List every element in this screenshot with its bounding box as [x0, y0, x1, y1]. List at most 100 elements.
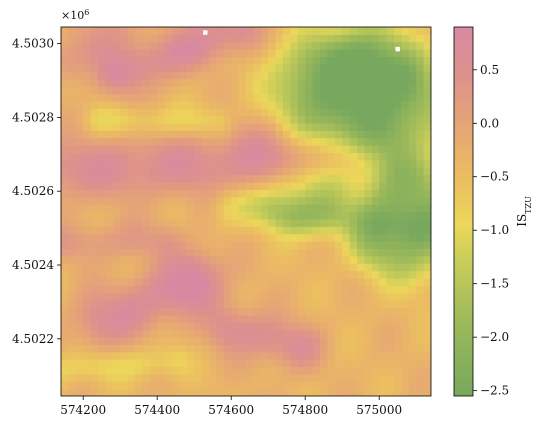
heatmap-cell	[260, 145, 269, 154]
heatmap-cell	[394, 115, 402, 124]
heatmap-cell	[201, 152, 210, 161]
heatmap-cell	[216, 233, 225, 242]
heatmap-cell	[253, 218, 262, 227]
heatmap-cell	[320, 137, 328, 146]
heatmap-cell	[105, 300, 114, 309]
heatmap-cell	[394, 100, 402, 109]
heatmap-cell	[142, 344, 151, 353]
heatmap-cell	[312, 307, 321, 316]
heatmap-cell	[297, 241, 306, 249]
heatmap-cell	[260, 241, 269, 249]
heatmap-cell	[312, 189, 321, 198]
heatmap-cell	[186, 196, 195, 205]
heatmap-cell	[342, 292, 351, 301]
heatmap-cell	[297, 292, 306, 301]
heatmap-cell	[371, 388, 380, 396]
heatmap-cell	[75, 130, 84, 139]
heatmap-cell	[223, 34, 232, 43]
heatmap-cell	[209, 211, 217, 220]
heatmap-cell	[142, 263, 151, 272]
heatmap-cell	[61, 300, 69, 309]
heatmap-cell	[364, 255, 373, 264]
heatmap-cell	[201, 241, 210, 249]
heatmap-cell	[305, 270, 314, 279]
heatmap-cell	[268, 93, 277, 102]
heatmap-cell	[75, 167, 84, 176]
heatmap-cell	[216, 130, 225, 139]
heatmap-cell	[98, 255, 106, 264]
heatmap-cell	[172, 71, 180, 80]
heatmap-cell	[186, 263, 195, 272]
heatmap-cell	[268, 351, 277, 360]
heatmap-cell	[142, 233, 151, 242]
heatmap-cell	[209, 78, 217, 87]
heatmap-cell	[357, 359, 365, 368]
heatmap-cell	[364, 63, 373, 72]
heatmap-cell	[349, 233, 358, 242]
heatmap-cell	[423, 263, 431, 272]
heatmap-cell	[238, 373, 247, 382]
heatmap-cell	[201, 145, 210, 154]
heatmap-cell	[194, 248, 203, 257]
heatmap-cell	[223, 159, 232, 168]
heatmap-cell	[120, 27, 129, 35]
heatmap-cell	[371, 218, 380, 227]
heatmap-cell	[305, 248, 314, 257]
heatmap-cell	[379, 277, 388, 286]
heatmap-cell	[83, 218, 92, 227]
heatmap-cell	[90, 145, 99, 154]
heatmap-cell	[246, 344, 254, 353]
heatmap-cell	[342, 93, 351, 102]
heatmap-cell	[275, 56, 284, 65]
heatmap-cell	[334, 86, 343, 95]
heatmap-cell	[297, 263, 306, 272]
heatmap-cell	[179, 100, 188, 109]
heatmap-cell	[209, 204, 217, 213]
heatmap-cell	[408, 189, 417, 198]
heatmap-cell	[201, 314, 210, 323]
heatmap-cell	[275, 122, 284, 131]
heatmap-cell	[149, 49, 158, 58]
heatmap-cell	[179, 359, 188, 368]
heatmap-cell	[201, 336, 210, 345]
heatmap-cell	[305, 41, 314, 50]
heatmap-cell	[127, 159, 136, 168]
heatmap-cell	[371, 34, 380, 43]
heatmap-cell	[127, 359, 136, 368]
heatmap-cell	[98, 27, 106, 35]
heatmap-cell	[305, 122, 314, 131]
heatmap-cell	[142, 388, 151, 396]
heatmap-cell	[194, 218, 203, 227]
heatmap-cell	[201, 174, 210, 183]
heatmap-cell	[334, 381, 343, 390]
heatmap-cell	[334, 263, 343, 272]
heatmap-cell	[364, 292, 373, 301]
heatmap-cell	[253, 189, 262, 198]
heatmap-cell	[320, 63, 328, 72]
heatmap-cell	[312, 78, 321, 87]
heatmap-cell	[238, 86, 247, 95]
heatmap-cell	[297, 204, 306, 213]
heatmap-cell	[394, 336, 402, 345]
heatmap-cell	[164, 336, 173, 345]
heatmap-cell	[179, 218, 188, 227]
heatmap-cell	[275, 204, 284, 213]
heatmap-cell	[283, 34, 291, 43]
heatmap-cell	[290, 248, 299, 257]
heatmap-cell	[334, 204, 343, 213]
heatmap-cell	[135, 167, 143, 176]
heatmap-cell	[231, 255, 240, 264]
heatmap-cell	[260, 255, 269, 264]
heatmap-cell	[238, 93, 247, 102]
heatmap-cell	[186, 130, 195, 139]
heatmap-cell	[201, 41, 210, 50]
heatmap-cell	[364, 159, 373, 168]
heatmap-cell	[312, 196, 321, 205]
heatmap-cell	[297, 226, 306, 235]
heatmap-cell	[416, 181, 425, 190]
heatmap-cell	[416, 204, 425, 213]
heatmap-cell	[90, 359, 99, 368]
heatmap-cell	[216, 292, 225, 301]
heatmap-cell	[312, 373, 321, 382]
heatmap-cell	[223, 174, 232, 183]
